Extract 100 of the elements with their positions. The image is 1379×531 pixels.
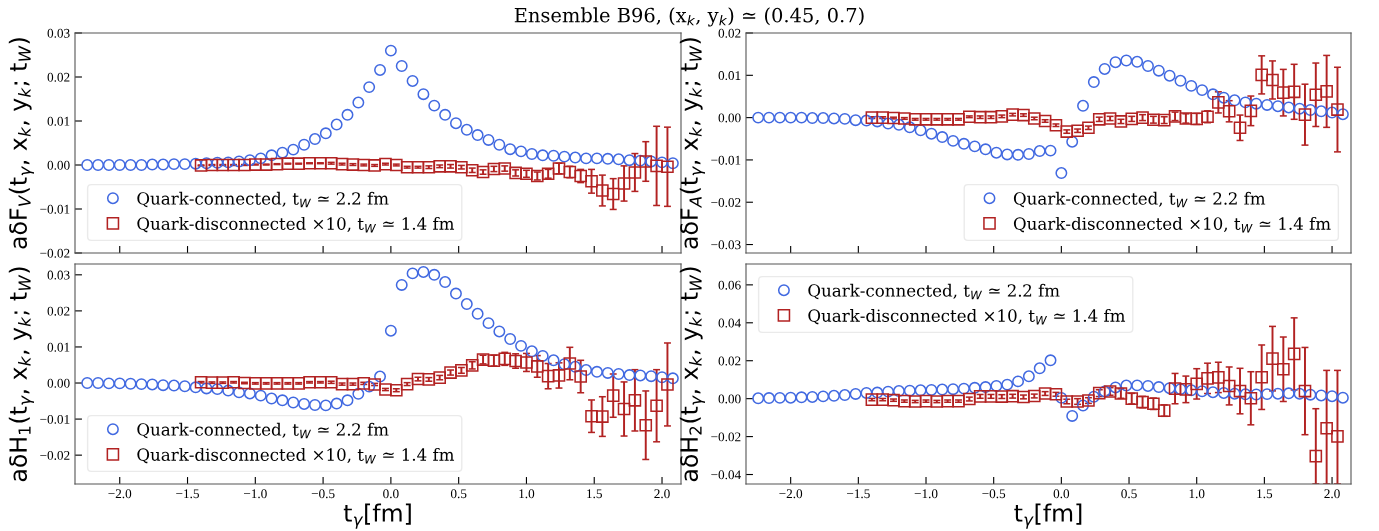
point bbox=[308, 399, 321, 411]
point bbox=[254, 152, 267, 165]
point bbox=[308, 133, 321, 146]
point bbox=[287, 143, 300, 156]
point bbox=[319, 127, 332, 140]
point bbox=[1320, 85, 1333, 98]
point bbox=[389, 158, 403, 172]
point bbox=[617, 177, 631, 190]
point bbox=[563, 357, 577, 370]
point bbox=[1066, 409, 1079, 422]
point bbox=[406, 267, 419, 280]
point bbox=[455, 160, 468, 174]
point bbox=[612, 153, 625, 166]
point bbox=[1326, 106, 1339, 119]
point bbox=[1109, 56, 1122, 69]
y-tick-label: −0.01 bbox=[711, 155, 741, 165]
point bbox=[1092, 112, 1106, 126]
point bbox=[335, 377, 349, 391]
point bbox=[1012, 148, 1025, 161]
point bbox=[1001, 148, 1014, 161]
point bbox=[1228, 387, 1241, 400]
text: aδF$_{A}$(t$_{γ}$, x$_{k}$, y$_{k}$; t$_{W}$) bbox=[679, 38, 706, 249]
point bbox=[639, 155, 653, 168]
point bbox=[233, 386, 246, 399]
point bbox=[205, 158, 219, 172]
point bbox=[259, 377, 273, 390]
point bbox=[1006, 108, 1019, 121]
point bbox=[892, 118, 905, 131]
point bbox=[102, 159, 115, 171]
y-tick-label: 0.00 bbox=[47, 378, 70, 388]
point bbox=[1044, 354, 1057, 367]
point bbox=[384, 44, 397, 57]
point bbox=[178, 158, 191, 171]
point bbox=[395, 278, 408, 291]
point bbox=[634, 369, 647, 382]
y-tick-label: 0.03 bbox=[47, 28, 70, 38]
point bbox=[135, 159, 148, 171]
point bbox=[903, 384, 916, 397]
point bbox=[270, 377, 284, 390]
point bbox=[871, 386, 884, 399]
point bbox=[189, 157, 202, 170]
point bbox=[346, 377, 360, 391]
point bbox=[205, 376, 219, 389]
x-tick-label: −2.0 bbox=[779, 489, 803, 499]
x-tick-label: 0.5 bbox=[450, 489, 467, 499]
point bbox=[1142, 60, 1154, 72]
point bbox=[860, 386, 873, 399]
point bbox=[1142, 379, 1154, 392]
point bbox=[828, 389, 840, 402]
point bbox=[1168, 382, 1182, 395]
point bbox=[1006, 389, 1019, 403]
point bbox=[227, 375, 240, 389]
x-tick-label: 0.0 bbox=[1053, 489, 1070, 499]
point bbox=[124, 159, 137, 171]
point bbox=[211, 383, 224, 396]
point bbox=[1309, 88, 1323, 102]
point bbox=[936, 383, 949, 396]
point bbox=[352, 387, 365, 400]
point bbox=[968, 140, 981, 153]
point bbox=[200, 157, 213, 170]
point bbox=[1233, 121, 1247, 135]
point bbox=[341, 394, 354, 407]
point bbox=[536, 149, 549, 162]
y-tick-label: 0.02 bbox=[47, 72, 70, 82]
y-tick-label: 0.02 bbox=[718, 356, 741, 366]
x-tick-label: 1.0 bbox=[519, 489, 535, 499]
y-tick-label: 0.03 bbox=[47, 270, 70, 280]
point bbox=[1082, 121, 1095, 135]
point bbox=[515, 145, 527, 158]
point bbox=[276, 394, 289, 407]
point bbox=[276, 146, 289, 159]
point bbox=[784, 111, 797, 124]
text: aδH$_{1}$(t$_{γ}$, x$_{k}$, y$_{k}$; t$_{W}$) bbox=[8, 267, 35, 482]
point bbox=[1077, 99, 1089, 112]
point bbox=[102, 377, 115, 390]
point bbox=[433, 159, 447, 173]
point bbox=[590, 152, 603, 165]
x-tick-label: −0.5 bbox=[982, 489, 1006, 499]
point bbox=[324, 375, 338, 389]
point bbox=[465, 163, 479, 177]
point bbox=[1027, 389, 1041, 403]
point bbox=[650, 159, 663, 173]
point bbox=[439, 108, 452, 121]
point bbox=[298, 397, 311, 410]
point bbox=[541, 369, 555, 383]
point bbox=[520, 356, 533, 369]
point bbox=[303, 156, 316, 170]
point bbox=[1293, 102, 1306, 115]
point bbox=[1055, 167, 1068, 180]
legend-label: Quark-disconnected ×10, t$_{W}$ ≃ 1.4 fm bbox=[1013, 217, 1331, 233]
point bbox=[552, 369, 566, 382]
point bbox=[973, 110, 987, 124]
point bbox=[628, 166, 642, 179]
point bbox=[449, 117, 462, 130]
point bbox=[763, 111, 775, 124]
point bbox=[849, 114, 862, 127]
point bbox=[979, 381, 992, 394]
point bbox=[947, 383, 960, 396]
point bbox=[194, 159, 208, 172]
x-tick-label: −1.0 bbox=[914, 489, 938, 499]
